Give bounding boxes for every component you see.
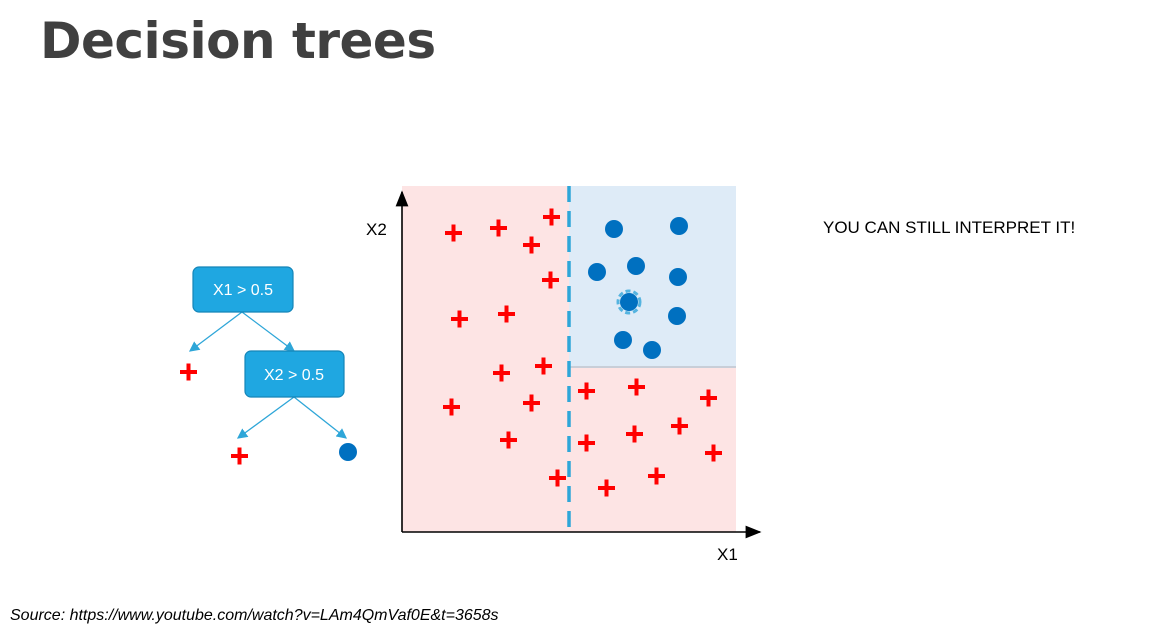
- circle-point: [670, 217, 688, 235]
- plus-point: [671, 417, 688, 435]
- circle-point: [643, 341, 661, 359]
- circle-point: [605, 220, 623, 238]
- leaf-plus-left: [180, 363, 197, 381]
- plus-point: [549, 469, 566, 487]
- leaf-plus-middle: [231, 447, 248, 465]
- plus-point: [543, 208, 560, 226]
- plus-point: [578, 434, 595, 452]
- tree-edge-child-left: [236, 396, 295, 439]
- tree-edge-root-right: [241, 311, 296, 352]
- plus-point: [705, 444, 722, 462]
- tree-edge-root-left: [188, 311, 243, 352]
- slide-title: Decision trees: [40, 12, 436, 70]
- plus-point: [578, 382, 595, 400]
- plus-point: [700, 389, 717, 407]
- plus-point: [535, 357, 552, 375]
- leaf-circle: [339, 443, 357, 461]
- tree-edge-child-right: [293, 396, 348, 439]
- partition-plot: X2 X1: [366, 186, 762, 564]
- circle-point: [627, 257, 645, 275]
- tree-node-root: X1 > 0.5: [192, 266, 294, 313]
- plus-point: [523, 236, 540, 254]
- tree-node-root-label: X1 > 0.5: [213, 282, 273, 299]
- plus-point: [523, 394, 540, 412]
- interpretation-note: YOU CAN STILL INTERPRET IT!: [823, 218, 1076, 237]
- circle-point: [588, 263, 606, 281]
- source-citation: Source: https://www.youtube.com/watch?v=…: [10, 607, 499, 624]
- plus-point: [498, 305, 515, 323]
- plus-point: [628, 378, 645, 396]
- decision-tree: X1 > 0.5 X2 > 0.5: [180, 266, 357, 465]
- circle-point: [669, 268, 687, 286]
- y-axis-label: X2: [366, 220, 387, 239]
- plus-point: [443, 398, 460, 416]
- circle-point: [668, 307, 686, 325]
- plus-point: [451, 310, 468, 328]
- plus-point: [490, 219, 507, 237]
- plus-point: [598, 479, 615, 497]
- tree-node-child: X2 > 0.5: [244, 350, 345, 398]
- plus-point: [648, 467, 665, 485]
- plus-point: [445, 224, 462, 242]
- plus-points: [443, 208, 722, 497]
- plus-point: [493, 364, 510, 382]
- circle-point: [614, 331, 632, 349]
- x-axis-label: X1: [717, 545, 738, 564]
- plus-point: [626, 425, 643, 443]
- plus-point: [542, 271, 559, 289]
- region-left-red: [402, 186, 569, 532]
- selected-circle-point: [616, 289, 642, 315]
- tree-node-child-label: X2 > 0.5: [264, 367, 324, 384]
- plus-point: [500, 431, 517, 449]
- circle-points: [588, 217, 688, 359]
